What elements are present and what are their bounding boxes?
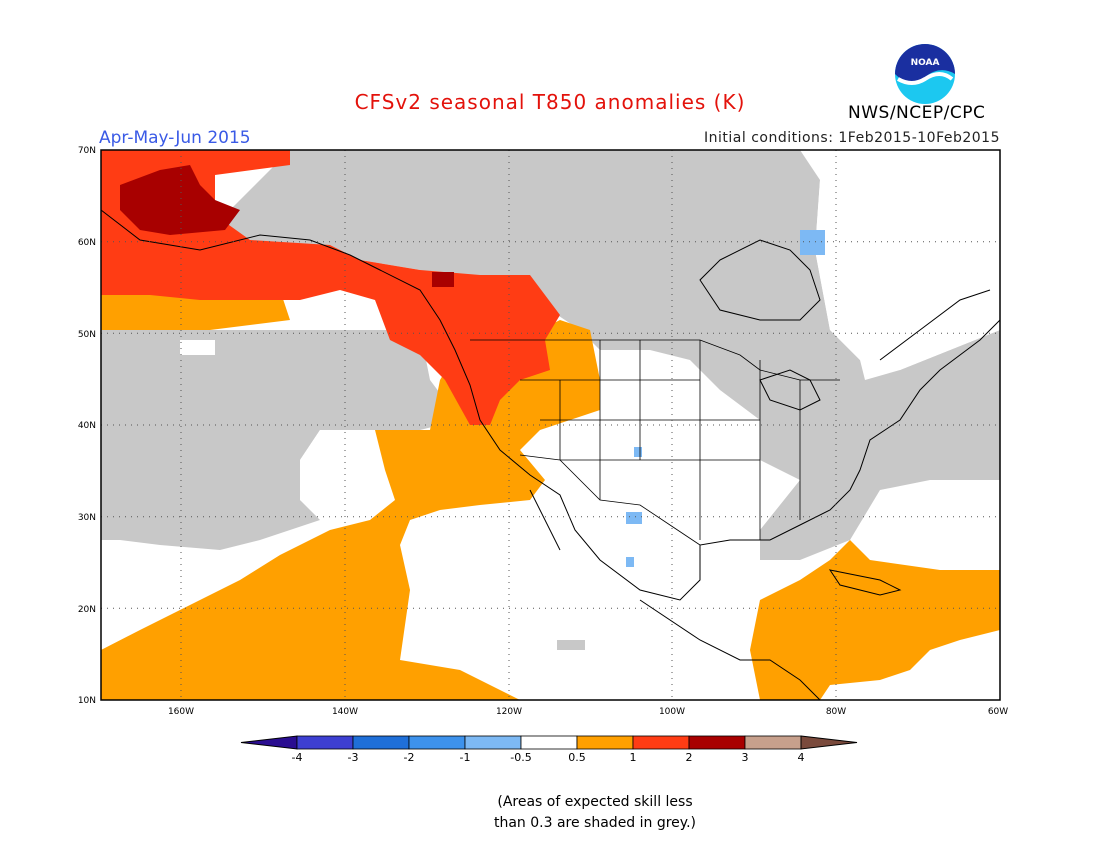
agency-label: NWS/NCEP/CPC [848,103,986,123]
noaa-logo: NOAA [895,44,955,104]
lat-label: 70N [78,146,96,156]
lon-label: 100W [659,707,685,717]
lat-label: 20N [78,605,96,615]
lat-label: 40N [78,421,96,431]
footnote: (Areas of expected skill less than 0.3 a… [0,792,1100,834]
lightblue-patch-hudson [800,230,825,255]
map-frame [100,149,1001,701]
darkred-patch-bc [432,272,454,287]
white-region-pacific [300,430,405,520]
lightblue-patch-3 [626,557,634,567]
lon-label: 60W [988,707,1008,717]
lightblue-patch-2 [626,512,642,524]
darkred-region-alaska [120,165,240,235]
lon-label: 140W [332,707,358,717]
lat-label: 60N [78,238,96,248]
orange-region-caribbean [750,540,1000,700]
grey-patch-caribbean [557,640,585,650]
footnote-line-2: than 0.3 are shaded in grey.) [493,815,696,831]
lat-label: 10N [78,696,96,706]
grey-region-pacific [101,330,460,550]
lightblue-patch-1 [634,447,642,457]
footnote-line-1: (Areas of expected skill less [497,794,693,810]
coastlines [101,209,1000,700]
lat-label: 50N [78,330,96,340]
lat-label: 30N [78,513,96,523]
initial-conditions-label: Initial conditions: 1Feb2015-10Feb2015 [704,130,1000,146]
white-region-labrador [815,160,1000,370]
lon-label: 160W [168,707,194,717]
longitude-labels: 160W 140W 120W 100W 80W 60W [168,707,1008,717]
lon-label: 80W [826,707,846,717]
white-patch-small [180,340,215,355]
borders [470,339,840,546]
latitude-labels: 70N 60N 50N 40N 30N 20N 10N [78,146,96,706]
shaded-regions [101,150,1000,700]
chart-title: CFSv2 seasonal T850 anomalies (K) [354,90,746,114]
noaa-logo-text: NOAA [911,58,940,68]
season-label: Apr-May-Jun 2015 [99,128,251,148]
lon-label: 120W [496,707,522,717]
